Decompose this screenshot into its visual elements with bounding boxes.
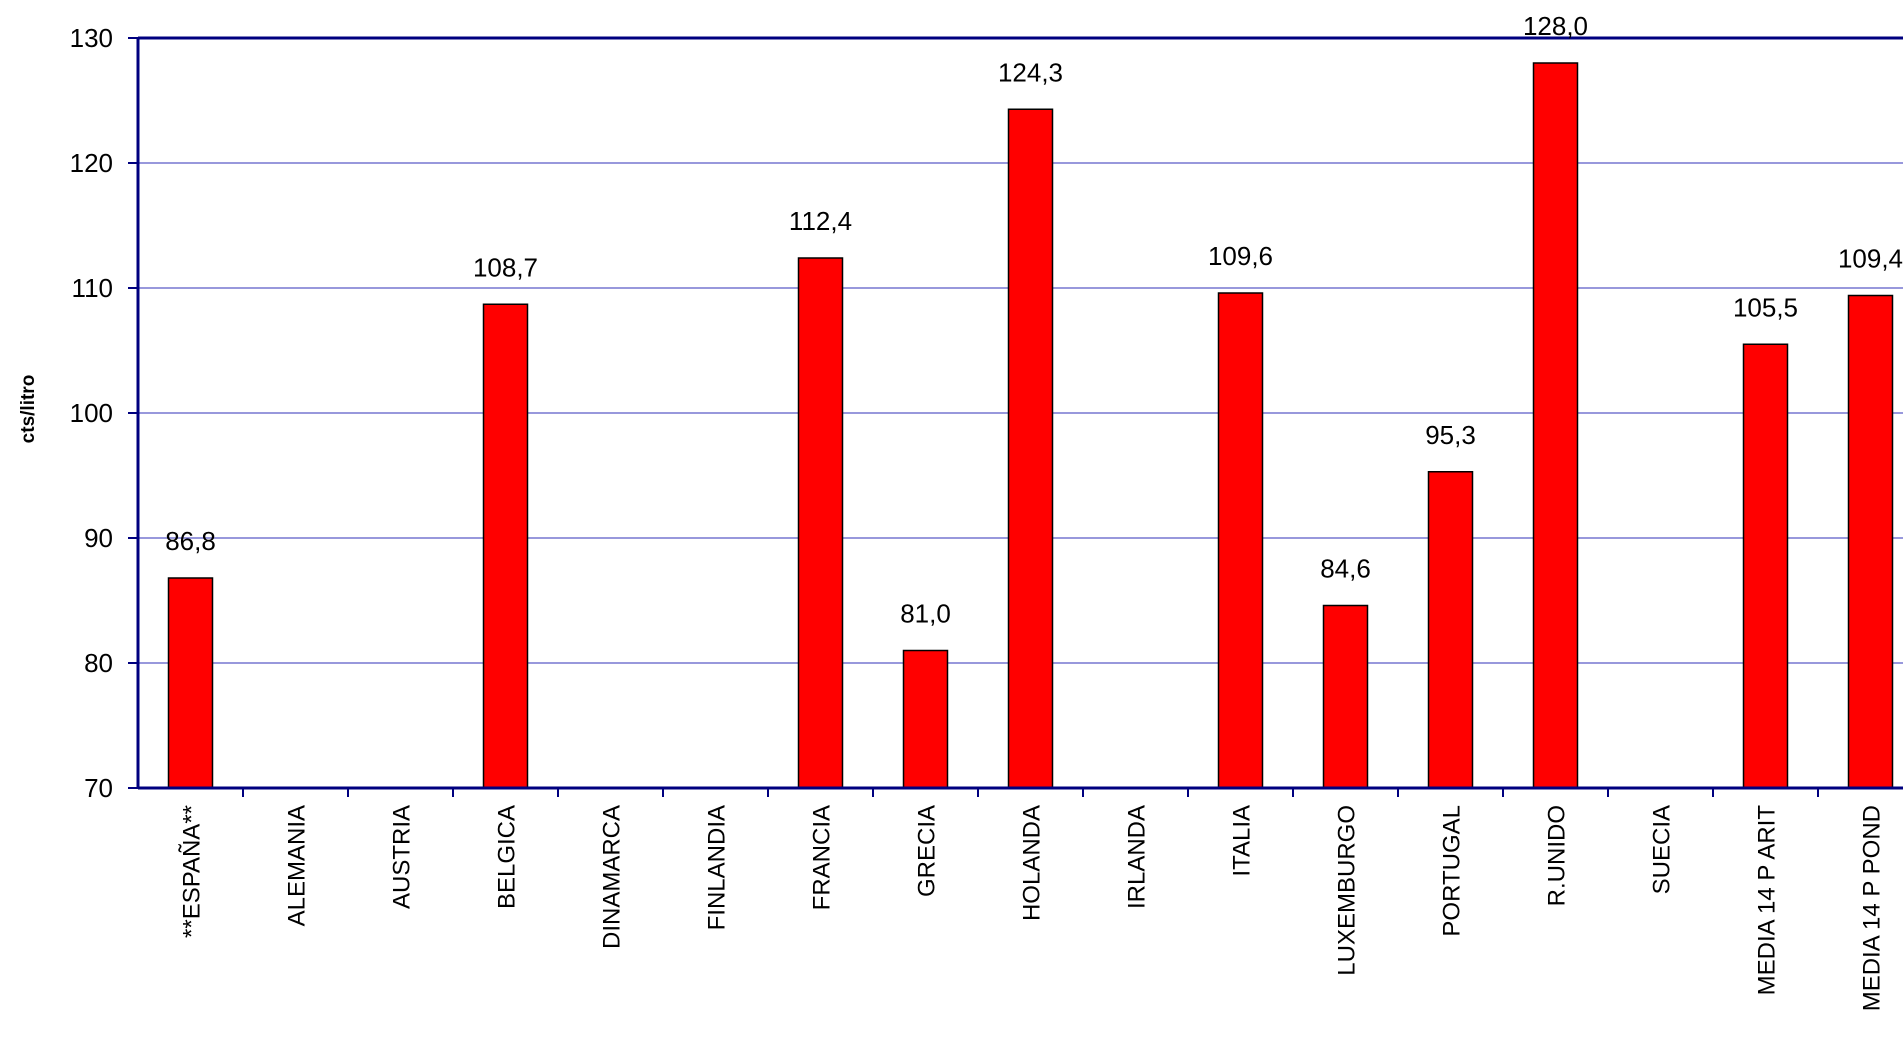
data-label: 108,7: [473, 252, 538, 282]
x-category-label: MEDIA 14 P ARIT: [1754, 805, 1781, 996]
data-label: 84,6: [1320, 554, 1371, 584]
x-category-label: GRECIA: [914, 805, 941, 897]
data-label: 124,3: [998, 57, 1063, 87]
labels: 70 80 90 100 110 120 130 86,8 **ESPAÑA** ALEMANIA…: [70, 11, 1903, 1011]
bar: [1532, 62, 1579, 789]
bar: [482, 303, 529, 789]
data-label: 128,0: [1523, 11, 1588, 41]
y-tick-label: 80: [84, 648, 113, 678]
x-category-label: FRANCIA: [809, 805, 836, 910]
bar: [902, 649, 949, 789]
bar: [1217, 292, 1264, 789]
y-tick-label: 110: [72, 273, 113, 303]
y-axis-title: cts/litro: [18, 375, 39, 444]
x-category-label: IRLANDA: [1124, 805, 1151, 909]
data-label: 95,3: [1425, 420, 1476, 450]
y-tick-label: 70: [84, 773, 113, 803]
bars: [167, 62, 1894, 789]
axes: [128, 36, 1903, 797]
x-category-label: BELGICA: [494, 805, 521, 909]
bar: [1742, 343, 1789, 789]
x-category-label: AUSTRIA: [389, 805, 416, 909]
y-tick-label: 120: [70, 148, 113, 178]
y-tick-label: 100: [70, 398, 113, 428]
x-category-label: ALEMANIA: [284, 805, 311, 926]
y-tick-label: 90: [84, 523, 113, 553]
bar: [1007, 108, 1054, 789]
data-label: 105,5: [1733, 292, 1798, 322]
bar: [167, 577, 214, 789]
x-category-label: HOLANDA: [1019, 805, 1046, 921]
data-label: 81,0: [900, 599, 951, 629]
data-label: 109,6: [1208, 241, 1273, 271]
bar: [797, 257, 844, 789]
x-category-label: FINLANDIA: [704, 805, 731, 930]
data-label: 86,8: [165, 526, 216, 556]
x-category-label: **ESPAÑA**: [179, 805, 206, 938]
x-category-label: MEDIA 14 P POND: [1859, 805, 1886, 1011]
bar: [1322, 604, 1369, 789]
x-category-label: LUXEMBURGO: [1334, 805, 1361, 976]
x-category-label: SUECIA: [1649, 805, 1676, 894]
x-category-label: R.UNIDO: [1544, 805, 1571, 906]
bar: [1847, 294, 1894, 789]
bar: [1427, 471, 1474, 789]
x-category-label: DINAMARCA: [599, 805, 626, 949]
x-category-label: PORTUGAL: [1439, 805, 1466, 937]
data-label: 112,4: [789, 206, 852, 236]
y-tick-label: 130: [70, 23, 113, 53]
data-label: 109,4: [1838, 244, 1903, 274]
x-category-label: ITALIA: [1229, 805, 1256, 877]
